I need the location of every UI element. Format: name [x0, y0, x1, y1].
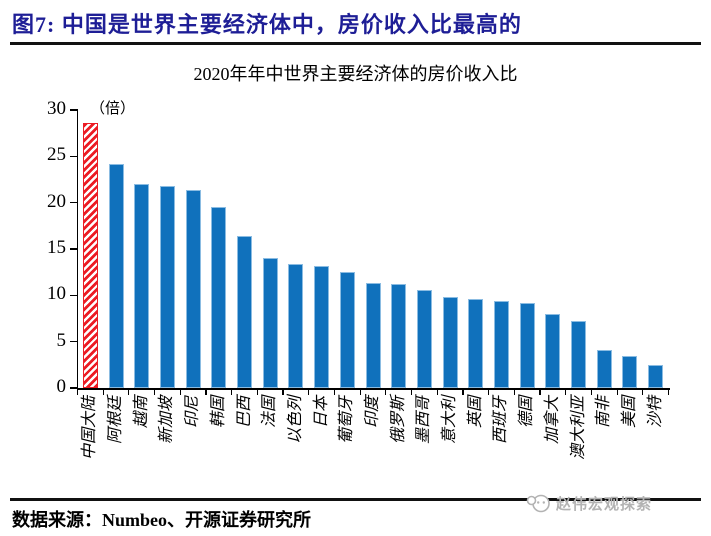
y-axis-tick — [70, 387, 77, 389]
x-axis-tick — [205, 388, 207, 395]
bar-highlight — [82, 122, 98, 388]
bar — [262, 258, 278, 388]
y-axis-tick — [70, 201, 77, 204]
watermark: 赵伟宏观探索 — [526, 493, 652, 514]
x-category-label: 沙特 — [646, 396, 664, 429]
bar — [545, 313, 561, 388]
y-tick-label: 20 — [47, 190, 66, 212]
chart-title: 2020年年中世界主要经济体的房价收入比 — [193, 64, 518, 84]
x-axis-tick — [333, 388, 336, 395]
x-category-label: 中国大陆 — [81, 396, 99, 461]
x-category-label: 英国 — [466, 396, 484, 429]
y-tick-label: 30 — [47, 98, 66, 119]
bar — [622, 355, 638, 388]
x-category-label: 法国 — [261, 396, 279, 429]
x-category-label: 韩国 — [209, 396, 227, 429]
x-category-label: 以色列 — [286, 396, 304, 445]
bar — [648, 364, 664, 388]
bar — [185, 189, 201, 388]
y-tick-label: 5 — [56, 329, 67, 351]
x-axis-tick — [153, 388, 156, 395]
watermark-text: 赵伟宏观探索 — [556, 497, 653, 513]
x-axis-tick — [667, 388, 670, 395]
x-category-label: 越南 — [132, 396, 150, 429]
x-category-label: 阿根廷 — [107, 396, 125, 445]
x-category-label: 巴西 — [235, 396, 253, 429]
bar — [493, 300, 509, 388]
bar — [314, 265, 330, 388]
y-axis-tick — [70, 294, 77, 297]
bar — [134, 184, 150, 388]
bar — [288, 263, 304, 388]
y-axis-line — [76, 109, 79, 388]
bar — [596, 350, 612, 388]
x-axis-tick — [410, 388, 413, 395]
x-axis-tick — [256, 388, 258, 395]
bar — [339, 272, 355, 388]
y-tick-label: 15 — [47, 237, 66, 258]
bar — [519, 302, 535, 388]
x-category-label: 新加坡 — [158, 396, 176, 445]
x-axis-tick — [539, 388, 541, 395]
y-axis-tick — [70, 155, 77, 158]
figure-title: 图7: 中国是世界主要经济体中，房价收入比最高的 — [12, 12, 522, 37]
bar — [108, 163, 124, 388]
x-category-label: 俄罗斯 — [389, 396, 407, 445]
y-tick-label: 25 — [47, 144, 66, 166]
x-axis-tick — [76, 388, 79, 395]
x-category-label: 美国 — [620, 396, 638, 429]
x-axis-tick — [590, 388, 592, 395]
y-axis-tick — [70, 340, 77, 343]
bar — [442, 297, 458, 388]
x-axis-tick — [102, 388, 104, 395]
x-axis-tick — [436, 388, 438, 395]
x-axis-tick — [385, 388, 387, 395]
y-axis-tick — [70, 109, 77, 111]
footer-divider — [10, 498, 701, 501]
x-category-label: 澳大利亚 — [569, 396, 587, 461]
x-axis-tick — [462, 388, 464, 395]
bar — [391, 284, 407, 388]
x-category-label: 印度 — [364, 396, 381, 429]
watermark-logo-icon — [526, 494, 550, 513]
x-category-label: 意大利 — [441, 396, 459, 445]
bar — [571, 321, 587, 388]
bar — [468, 299, 484, 388]
x-category-label: 南非 — [595, 396, 613, 429]
y-tick-label: 10 — [47, 283, 66, 305]
x-category-label: 墨西哥 — [415, 396, 433, 445]
x-axis-tick — [488, 388, 490, 395]
x-category-label: 加拿大 — [543, 396, 561, 445]
x-category-label: 日本 — [312, 396, 330, 429]
bar — [416, 289, 432, 388]
x-category-label: 德国 — [518, 396, 536, 429]
data-source: 数据来源：Numbeo、开源证券研究所 — [12, 510, 312, 530]
x-category-label: 印尼 — [184, 396, 202, 429]
bar — [159, 185, 175, 388]
x-axis-line — [76, 388, 671, 390]
x-axis-tick — [308, 388, 310, 395]
x-axis-tick — [179, 388, 181, 395]
x-axis-tick — [282, 388, 284, 395]
y-axis-unit-label: （倍） — [90, 101, 136, 117]
x-category-label: 葡萄牙 — [338, 396, 356, 445]
x-axis-tick — [616, 388, 618, 395]
x-axis-tick — [513, 388, 515, 395]
x-axis-tick — [565, 388, 567, 395]
x-category-label: 西班牙 — [492, 396, 510, 445]
bar — [237, 236, 253, 388]
x-axis-tick — [359, 388, 361, 395]
x-axis-tick — [231, 388, 233, 395]
y-axis-tick — [70, 248, 77, 250]
x-axis-tick — [128, 388, 130, 395]
x-axis-tick — [642, 388, 644, 395]
y-tick-label: 0 — [56, 376, 67, 397]
bar — [211, 207, 227, 388]
bar — [365, 283, 381, 388]
title-divider — [10, 42, 701, 45]
